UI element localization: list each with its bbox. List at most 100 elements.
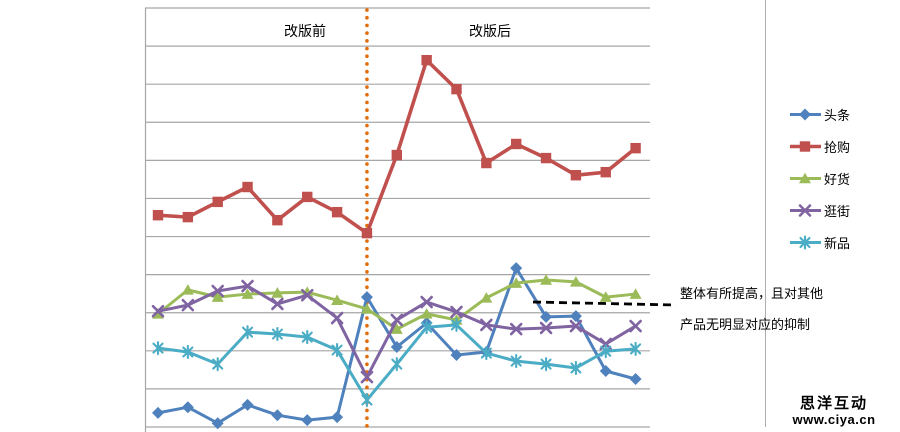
- marker-square: [600, 166, 611, 178]
- marker-triangle: [540, 274, 553, 285]
- marker-triangle: [301, 286, 314, 297]
- marker-diamond: [569, 310, 582, 323]
- phase-before-label: 改版前: [284, 23, 326, 39]
- marker-asterisk: [152, 341, 164, 356]
- marker-asterisk: [540, 357, 552, 372]
- marker-diamond: [181, 401, 194, 414]
- legend-item-diamond: 头条: [789, 105, 850, 123]
- marker-asterisk: [391, 357, 403, 372]
- marker-asterisk: [799, 234, 811, 250]
- legend-label: 逛街: [824, 203, 851, 219]
- marker-square: [302, 191, 313, 203]
- marker-triangle: [331, 294, 344, 305]
- annotation-text: 整体有所提高，且对其他 产品无明显对应的抑制: [680, 278, 823, 340]
- marker-triangle: [629, 288, 642, 299]
- marker-asterisk: [271, 327, 283, 342]
- legend-label: 新品: [824, 235, 851, 251]
- series-line-square: [156, 58, 638, 235]
- marker-diamond: [510, 262, 523, 275]
- legend-label: 抢购: [824, 139, 851, 155]
- marker-asterisk: [361, 392, 373, 408]
- marker-triangle: [569, 276, 582, 287]
- annotation-dashed-line: [532, 300, 677, 307]
- marker-asterisk: [242, 325, 254, 340]
- marker-diamond: [211, 417, 224, 430]
- legend-swatch-square: [790, 140, 821, 152]
- marker-triangle: [360, 303, 373, 314]
- marker-x: [360, 370, 374, 384]
- legend-item-asterisk: 新品: [789, 233, 850, 251]
- marker-triangle: [271, 287, 284, 298]
- marker-triangle: [420, 308, 433, 319]
- marker-x: [629, 319, 642, 333]
- marker-diamond: [301, 414, 314, 427]
- marker-x: [480, 318, 493, 332]
- marker-x: [211, 284, 224, 298]
- marker-square: [242, 181, 253, 193]
- marker-x: [271, 297, 284, 311]
- marker-x: [798, 203, 812, 217]
- marker-square: [421, 54, 432, 66]
- marker-square: [182, 211, 194, 223]
- marker-diamond: [271, 409, 284, 422]
- marker-x: [450, 305, 463, 319]
- legend-swatch-triangle: [790, 172, 821, 183]
- watermark-brand: 思洋互动: [799, 395, 868, 412]
- marker-asterisk: [570, 360, 582, 376]
- legend-swatch-diamond: [790, 108, 821, 120]
- annotation-line-1: 整体有所提高，且对其他: [680, 286, 824, 301]
- marker-asterisk: [212, 357, 224, 372]
- marker-square: [481, 157, 492, 169]
- marker-square: [272, 214, 283, 226]
- legend-label: 头条: [824, 107, 851, 123]
- marker-x: [330, 311, 344, 325]
- marker-square: [799, 140, 811, 152]
- marker-diamond: [360, 291, 373, 304]
- marker-triangle: [599, 291, 612, 302]
- marker-square: [570, 170, 582, 181]
- marker-asterisk: [480, 346, 492, 361]
- legend-swatch-asterisk: [790, 234, 821, 250]
- marker-asterisk: [450, 317, 463, 332]
- marker-diamond: [599, 365, 612, 378]
- marker-asterisk: [600, 344, 612, 359]
- marker-x: [151, 304, 165, 318]
- marker-square: [451, 83, 462, 95]
- legend-item-x: 逛街: [789, 201, 850, 219]
- watermark-url: www.ciya.cn: [792, 412, 876, 427]
- marker-x: [509, 322, 523, 336]
- legend: 头条抢购好货逛街新品: [789, 105, 850, 251]
- marker-triangle: [480, 292, 493, 303]
- marker-square: [212, 196, 223, 208]
- marker-triangle: [211, 291, 224, 302]
- phase-after-label: 改版后: [469, 23, 511, 39]
- marker-x: [539, 321, 553, 335]
- marker-triangle: [241, 288, 254, 299]
- marker-x: [390, 313, 404, 327]
- marker-square: [391, 149, 402, 161]
- marker-asterisk: [630, 341, 642, 356]
- legend-item-triangle: 好货: [789, 169, 850, 187]
- marker-diamond: [152, 406, 164, 419]
- marker-square: [152, 210, 164, 221]
- marker-x: [300, 288, 314, 302]
- marker-x: [569, 319, 583, 333]
- marker-diamond: [540, 310, 553, 323]
- marker-square: [331, 206, 343, 218]
- legend-item-square: 抢购: [789, 137, 850, 155]
- marker-x: [241, 279, 254, 293]
- legend-label: 好货: [824, 171, 851, 187]
- marker-diamond: [390, 341, 403, 354]
- marker-triangle: [181, 284, 194, 295]
- marker-square: [540, 152, 552, 164]
- annotation-line-2: 产品无明显对应的抑制: [680, 317, 811, 332]
- marker-asterisk: [182, 344, 194, 360]
- marker-triangle: [510, 277, 523, 288]
- marker-diamond: [241, 398, 254, 411]
- marker-asterisk: [421, 320, 433, 335]
- marker-square: [630, 142, 641, 154]
- marker-square: [361, 227, 373, 239]
- marker-diamond: [799, 108, 811, 120]
